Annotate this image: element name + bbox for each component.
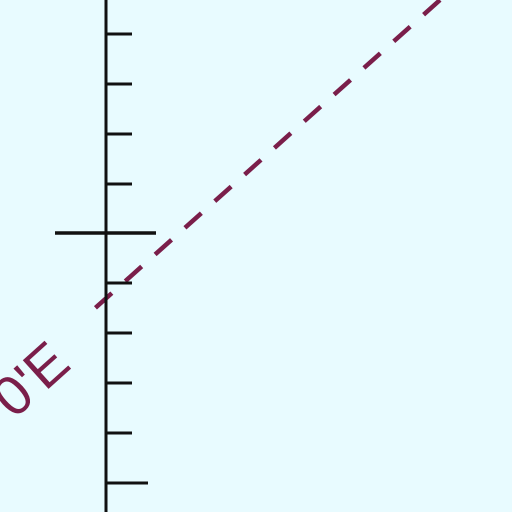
scale-bar xyxy=(55,0,156,512)
